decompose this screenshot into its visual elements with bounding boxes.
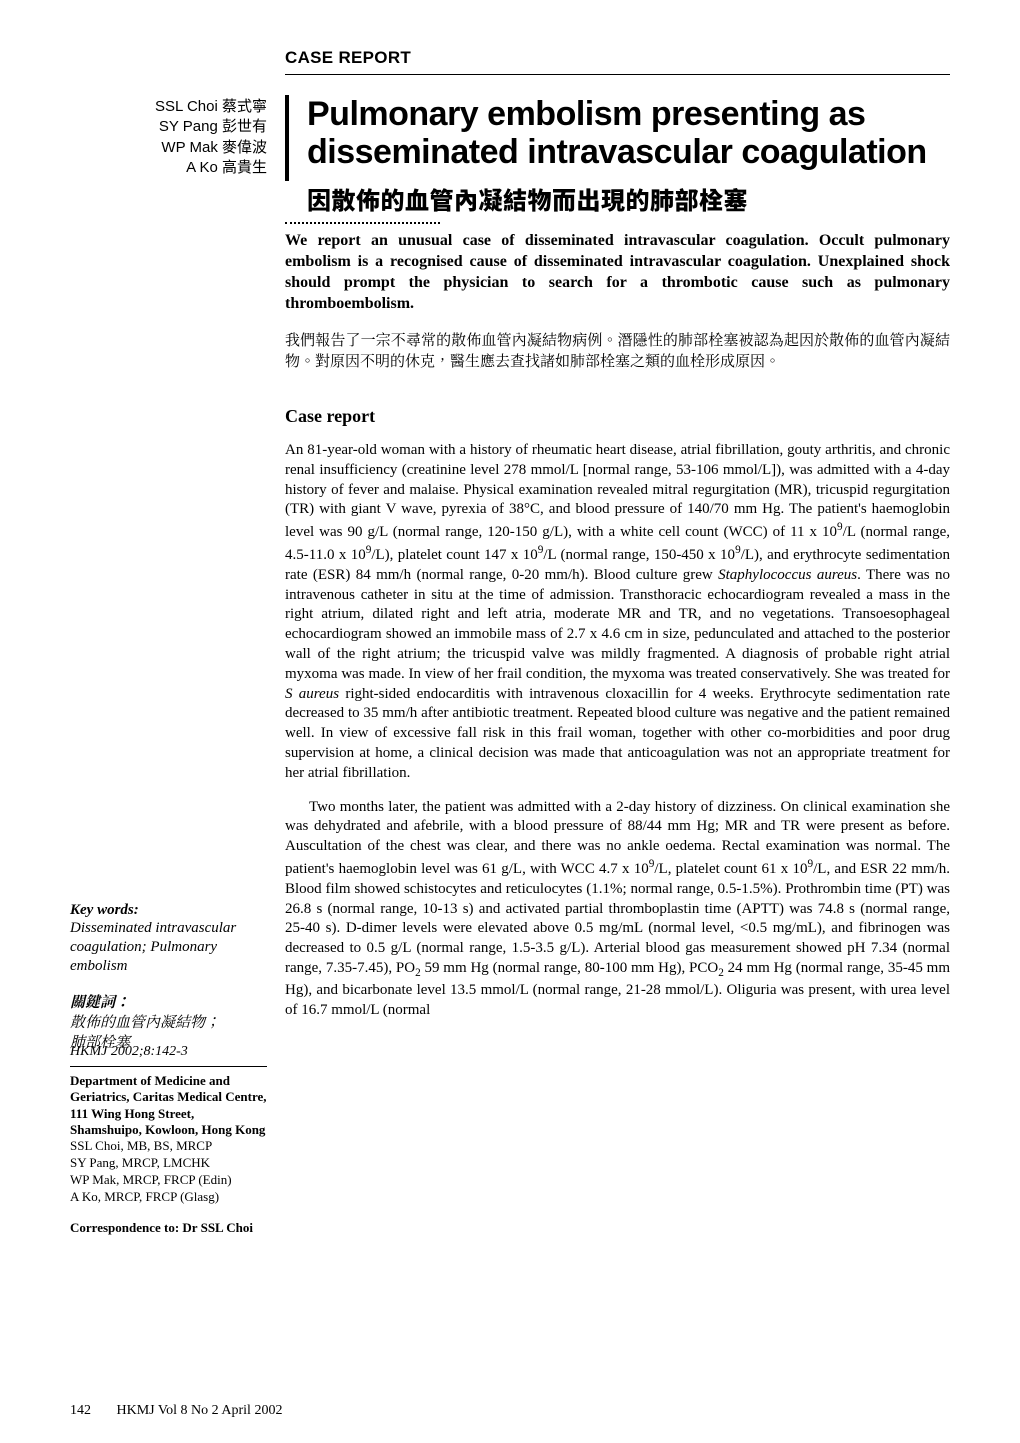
keywords-head-en: Key words:: [70, 902, 267, 919]
author-line: A Ko 高貴生: [70, 158, 267, 178]
main-body-column: We report an unusual case of disseminate…: [285, 230, 950, 1020]
keywords-body-en: Disseminated intravascular coagulation; …: [70, 919, 267, 977]
keywords-head-cjk: 關鍵詞：: [70, 991, 267, 1012]
article-title-en: Pulmonary embolism presenting as dissemi…: [307, 95, 950, 171]
author-line: SY Pang 彭世有: [70, 117, 267, 137]
affiliation-body: SSL Choi, MB, BS, MRCP SY Pang, MRCP, LM…: [70, 1138, 267, 1206]
affil-line: A Ko, MRCP, FRCP (Glasg): [70, 1189, 267, 1206]
page-footer: 142 HKMJ Vol 8 No 2 April 2002: [70, 1403, 282, 1419]
correspondence: Correspondence to: Dr SSL Choi: [70, 1220, 267, 1236]
affil-line: WP Mak, MRCP, FRCP (Edin): [70, 1172, 267, 1189]
abstract-cjk: 我們報告了一宗不尋常的散佈血管內凝結物病例。潛隱性的肺部栓塞被認為起因於散佈的血…: [285, 329, 950, 373]
keywords-block: Key words: Disseminated intravascular co…: [70, 902, 267, 1052]
dotted-separator: [285, 222, 440, 224]
author-line: WP Mak 麥偉波: [70, 138, 267, 158]
sidebar-meta-block: HKMJ 2002;8:142-3 Department of Medicine…: [70, 1044, 267, 1236]
title-column: Pulmonary embolism presenting as dissemi…: [307, 95, 950, 216]
section-rule: [285, 74, 950, 75]
title-authors-block: SSL Choi 蔡式寧 SY Pang 彭世有 WP Mak 麥偉波 A Ko…: [70, 95, 950, 216]
abstract-en: We report an unusual case of disseminate…: [285, 230, 950, 314]
page-number: 142: [70, 1403, 91, 1418]
section-header: CASE REPORT: [285, 48, 950, 68]
case-report-heading: Case report: [285, 406, 950, 427]
affil-line: SSL Choi, MB, BS, MRCP: [70, 1138, 267, 1155]
author-line: SSL Choi 蔡式寧: [70, 97, 267, 117]
authors-column: SSL Choi 蔡式寧 SY Pang 彭世有 WP Mak 麥偉波 A Ko…: [70, 95, 267, 216]
case-paragraph-2: Two months later, the patient was admitt…: [285, 798, 950, 1021]
affiliation-head: Department of Medicine and Geriatrics, C…: [70, 1073, 267, 1138]
vertical-bar: [285, 95, 289, 181]
citation: HKMJ 2002;8:142-3: [70, 1044, 267, 1060]
sidebar-rule: [70, 1066, 267, 1067]
affil-line: SY Pang, MRCP, LMCHK: [70, 1155, 267, 1172]
footer-text: HKMJ Vol 8 No 2 April 2002: [117, 1403, 283, 1418]
article-title-cjk: 因散佈的血管內凝結物而出現的肺部栓塞: [307, 181, 950, 216]
case-paragraph-1: An 81-year-old woman with a history of r…: [285, 441, 950, 784]
